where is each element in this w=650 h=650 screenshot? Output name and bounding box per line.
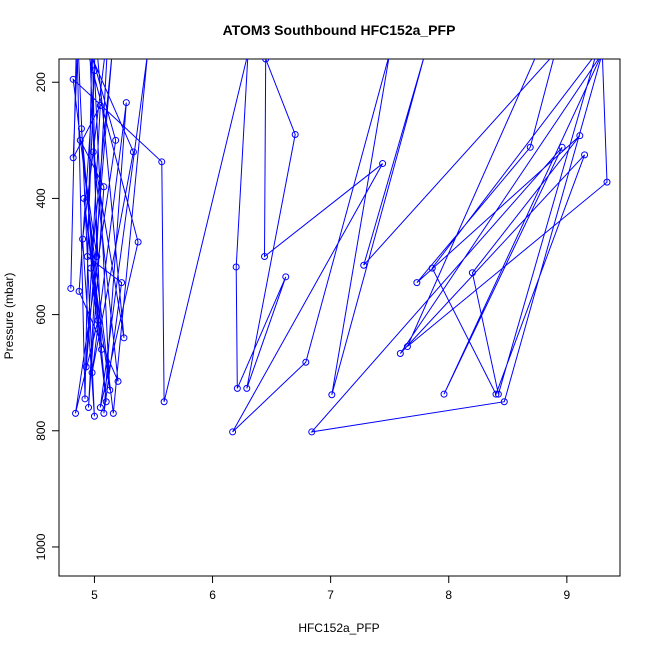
y-tick-label: 200: [34, 72, 48, 92]
data-point: [93, 253, 101, 261]
data-point: [79, 235, 87, 243]
data-point: [96, 101, 104, 109]
data-point: [69, 154, 77, 162]
data-point: [232, 263, 240, 271]
data-point: [129, 148, 137, 156]
plot-area: [67, 59, 611, 436]
data-point: [67, 284, 75, 292]
data-point: [291, 131, 299, 139]
data-point: [77, 125, 85, 133]
data-point: [526, 143, 534, 151]
data-point: [100, 409, 108, 417]
data-point: [88, 369, 96, 377]
data-point: [90, 67, 98, 75]
data-point: [89, 148, 97, 156]
data-point: [76, 136, 84, 144]
data-point: [328, 391, 336, 399]
y-tick-label: 1000: [34, 533, 48, 560]
data-point: [96, 404, 104, 412]
series-line: [70, 59, 608, 433]
x-axis-label: HFC152a_PFP: [298, 621, 379, 635]
data-point: [603, 178, 611, 186]
data-point: [80, 194, 88, 202]
data-point: [243, 384, 251, 392]
x-tick-label: 7: [327, 588, 334, 602]
y-axis: 200 400 600 800 1000: [34, 72, 60, 560]
data-point: [396, 350, 404, 358]
data-point: [576, 132, 584, 140]
data-point: [100, 183, 108, 191]
data-point: [120, 334, 128, 342]
data-point: [581, 151, 589, 159]
data-point: [112, 136, 120, 144]
x-tick-label: 5: [91, 588, 98, 602]
data-point: [379, 160, 387, 168]
data-point: [87, 264, 95, 272]
data-point: [81, 395, 89, 403]
x-axis: 5 6 7 8 9: [91, 575, 571, 602]
data-point: [262, 59, 270, 63]
data-point: [85, 404, 93, 412]
data-point: [229, 428, 237, 436]
data-point: [468, 269, 476, 277]
y-axis-label: Pressure (mbar): [2, 273, 16, 360]
data-point: [102, 398, 110, 406]
chart-title: ATOM3 Southbound HFC152a_PFP: [223, 22, 456, 38]
x-tick-label: 8: [445, 588, 452, 602]
data-point: [558, 143, 566, 151]
data-point: [403, 343, 411, 351]
data-point: [282, 273, 290, 281]
data-point: [83, 253, 91, 261]
data-point: [98, 345, 106, 353]
data-point: [122, 99, 130, 107]
data-point: [428, 264, 436, 272]
data-point: [492, 390, 500, 398]
data-point: [90, 412, 98, 420]
data-point: [360, 261, 368, 269]
data-point: [500, 398, 508, 406]
data-point: [261, 253, 269, 261]
data-point: [494, 390, 502, 398]
data-point: [114, 377, 122, 385]
data-point: [109, 409, 117, 417]
data-point: [82, 363, 90, 371]
data-point: [134, 238, 142, 246]
data-point: [72, 409, 80, 417]
data-point: [308, 428, 316, 436]
data-point: [75, 287, 83, 295]
x-tick-label: 6: [209, 588, 216, 602]
y-tick-label: 800: [34, 420, 48, 440]
y-tick-label: 400: [34, 188, 48, 208]
data-point: [440, 390, 448, 398]
data-point: [94, 316, 102, 324]
data-point: [106, 386, 114, 394]
x-tick-label: 9: [564, 588, 571, 602]
data-point: [158, 158, 166, 166]
data-point: [413, 279, 421, 287]
data-point: [233, 384, 241, 392]
y-tick-label: 600: [34, 304, 48, 324]
data-point: [69, 75, 77, 83]
data-point: [160, 398, 168, 406]
data-point: [118, 279, 126, 287]
data-point: [302, 358, 310, 366]
